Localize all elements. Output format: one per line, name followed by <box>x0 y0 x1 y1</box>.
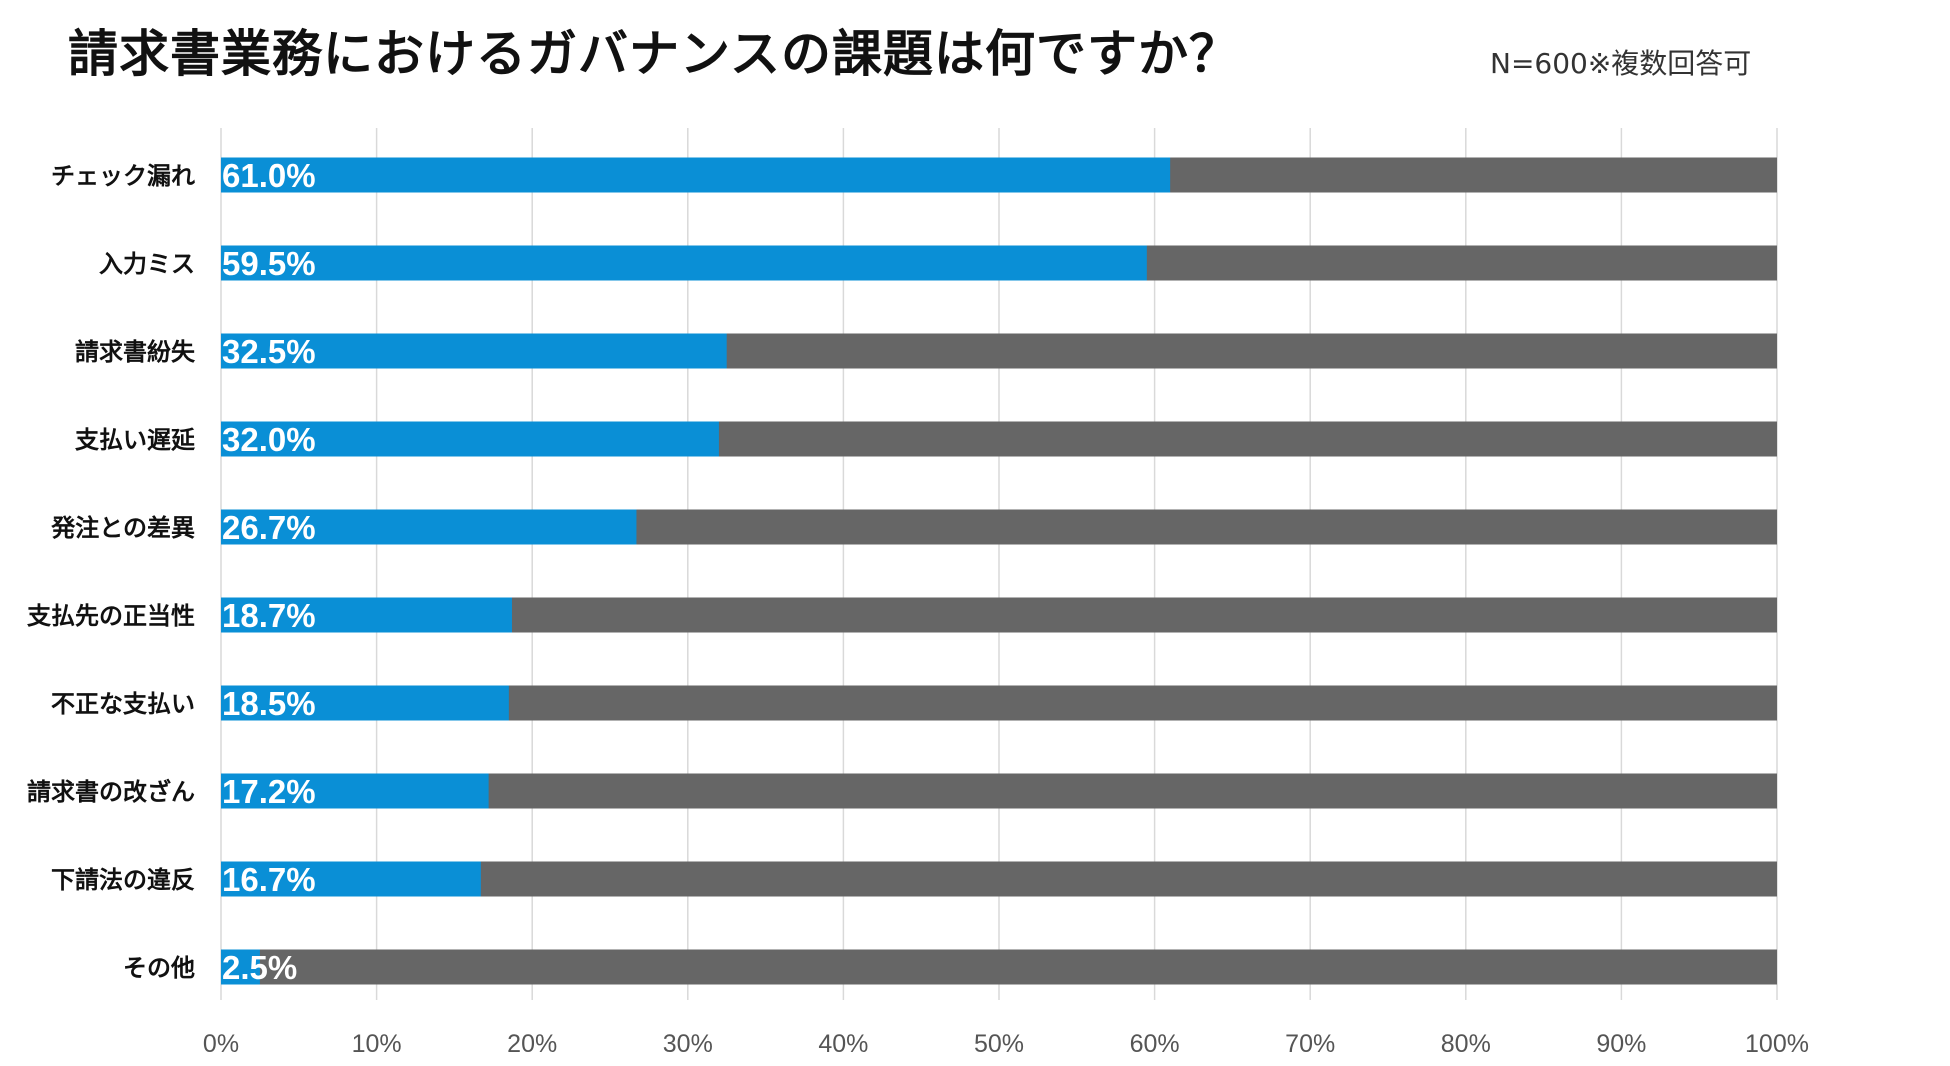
x-tick-label: 100% <box>1745 1030 1809 1058</box>
x-tick-label: 60% <box>1130 1030 1180 1058</box>
x-tick-label: 10% <box>352 1030 402 1058</box>
category-labels: チェック漏れ入力ミス請求書紛失支払い遅延発注との差異支払先の正当性不正な支払い請… <box>27 162 196 982</box>
bar <box>221 333 727 369</box>
category-label: 支払い遅延 <box>75 426 196 454</box>
category-label: 請求書の改ざん <box>27 778 195 806</box>
category-label: 請求書紛失 <box>75 338 196 366</box>
sample-note: N=600※複数回答可 <box>1490 47 1752 80</box>
x-tick-label: 40% <box>818 1030 868 1058</box>
x-tick-label: 50% <box>974 1030 1024 1058</box>
category-label: 発注との差異 <box>50 514 195 542</box>
bar-remainder <box>221 949 1777 985</box>
bar-value-label: 26.7% <box>222 509 316 546</box>
bars: 61.0% 59.5% 32.5% 32.0% 26.7% 18.7% 18.5% 17.2%… <box>221 157 1777 986</box>
bar <box>221 949 260 985</box>
bar-value-label: 16.7% <box>222 861 316 898</box>
x-tick-label: 20% <box>507 1030 557 1058</box>
bar <box>221 157 1171 193</box>
x-tick-label: 30% <box>663 1030 713 1058</box>
bar <box>221 685 509 721</box>
bar <box>221 245 1147 281</box>
x-tick-label: 70% <box>1285 1030 1335 1058</box>
x-tick-label: 80% <box>1441 1030 1491 1058</box>
bar-value-label: 18.5% <box>222 685 316 722</box>
x-tick-labels: 0% 10% 20% 30% 40% 50% 60% 70% 80% 90% 100% <box>203 1030 1809 1058</box>
chart-title: 請求書業務におけるガバナンスの課題は何ですか？ <box>68 25 1240 83</box>
category-label: その他 <box>123 954 195 982</box>
bar <box>221 597 512 633</box>
category-label: チェック漏れ <box>51 162 195 190</box>
bar-value-label: 61.0% <box>222 157 316 194</box>
bar <box>221 509 637 545</box>
x-tick-label: 0% <box>203 1030 239 1058</box>
category-label: 下請法の違反 <box>51 866 195 894</box>
bar-value-label: 17.2% <box>222 773 316 810</box>
bar <box>221 773 489 809</box>
bar <box>221 861 481 897</box>
category-label: 支払先の正当性 <box>27 602 195 630</box>
bar <box>221 421 719 457</box>
bar-value-label: 18.7% <box>222 597 316 634</box>
bar-value-label: 59.5% <box>222 245 316 282</box>
category-label: 不正な支払い <box>51 690 195 718</box>
category-label: 入力ミス <box>99 250 195 278</box>
bar-value-label: 2.5% <box>222 949 297 986</box>
x-tick-label: 90% <box>1596 1030 1646 1058</box>
bar-value-label: 32.5% <box>222 333 316 370</box>
bar-value-label: 32.0% <box>222 421 316 458</box>
